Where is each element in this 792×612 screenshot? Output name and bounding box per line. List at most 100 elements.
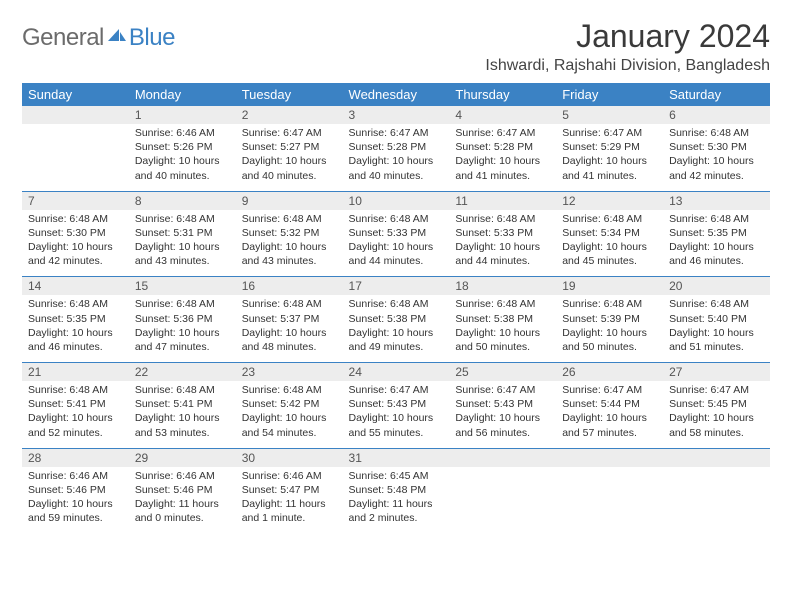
daylight-text: Daylight: 10 hours and 47 minutes. [135, 326, 230, 354]
day-number-cell: 3 [343, 106, 450, 124]
sunrise-text: Sunrise: 6:47 AM [455, 383, 550, 397]
sunrise-text: Sunrise: 6:47 AM [349, 383, 444, 397]
sunrise-text: Sunrise: 6:48 AM [135, 212, 230, 226]
day-info-cell: Sunrise: 6:48 AMSunset: 5:36 PMDaylight:… [129, 295, 236, 362]
daylight-text: Daylight: 10 hours and 55 minutes. [349, 411, 444, 439]
sunset-text: Sunset: 5:30 PM [28, 226, 123, 240]
day-info-cell: Sunrise: 6:48 AMSunset: 5:31 PMDaylight:… [129, 210, 236, 277]
sunset-text: Sunset: 5:34 PM [562, 226, 657, 240]
day-info-cell: Sunrise: 6:48 AMSunset: 5:41 PMDaylight:… [129, 381, 236, 448]
sunrise-text: Sunrise: 6:48 AM [349, 212, 444, 226]
sunset-text: Sunset: 5:38 PM [349, 312, 444, 326]
daylight-text: Daylight: 10 hours and 44 minutes. [349, 240, 444, 268]
sunset-text: Sunset: 5:46 PM [28, 483, 123, 497]
sunset-text: Sunset: 5:38 PM [455, 312, 550, 326]
day-number-cell: 8 [129, 191, 236, 210]
day-number-row: 123456 [22, 106, 770, 124]
day-header: Tuesday [236, 83, 343, 106]
month-title: January 2024 [485, 18, 770, 55]
daylight-text: Daylight: 10 hours and 46 minutes. [28, 326, 123, 354]
sunset-text: Sunset: 5:35 PM [28, 312, 123, 326]
day-info-cell: Sunrise: 6:47 AMSunset: 5:28 PMDaylight:… [449, 124, 556, 191]
daylight-text: Daylight: 10 hours and 51 minutes. [669, 326, 764, 354]
day-info-cell: Sunrise: 6:46 AMSunset: 5:26 PMDaylight:… [129, 124, 236, 191]
day-info-cell: Sunrise: 6:48 AMSunset: 5:39 PMDaylight:… [556, 295, 663, 362]
day-info-cell [663, 467, 770, 534]
day-number-cell: 7 [22, 191, 129, 210]
daylight-text: Daylight: 10 hours and 43 minutes. [135, 240, 230, 268]
day-info-cell [556, 467, 663, 534]
day-number-cell: 30 [236, 448, 343, 467]
day-info-cell: Sunrise: 6:48 AMSunset: 5:37 PMDaylight:… [236, 295, 343, 362]
sunset-text: Sunset: 5:29 PM [562, 140, 657, 154]
sunset-text: Sunset: 5:32 PM [242, 226, 337, 240]
day-number-row: 14151617181920 [22, 277, 770, 296]
sunrise-text: Sunrise: 6:48 AM [455, 297, 550, 311]
daylight-text: Daylight: 10 hours and 43 minutes. [242, 240, 337, 268]
day-number-cell: 26 [556, 363, 663, 382]
day-number-cell: 25 [449, 363, 556, 382]
day-number-cell [449, 448, 556, 467]
day-number-cell: 6 [663, 106, 770, 124]
day-number-cell: 23 [236, 363, 343, 382]
day-number-cell: 15 [129, 277, 236, 296]
day-info-cell: Sunrise: 6:48 AMSunset: 5:42 PMDaylight:… [236, 381, 343, 448]
sunrise-text: Sunrise: 6:47 AM [562, 126, 657, 140]
day-info-cell: Sunrise: 6:48 AMSunset: 5:41 PMDaylight:… [22, 381, 129, 448]
logo-text-blue: Blue [129, 24, 175, 52]
day-number-cell: 9 [236, 191, 343, 210]
sunrise-text: Sunrise: 6:48 AM [455, 212, 550, 226]
sunset-text: Sunset: 5:30 PM [669, 140, 764, 154]
daylight-text: Daylight: 10 hours and 52 minutes. [28, 411, 123, 439]
daylight-text: Daylight: 10 hours and 59 minutes. [28, 497, 123, 525]
sunrise-text: Sunrise: 6:48 AM [242, 383, 337, 397]
day-info-cell: Sunrise: 6:46 AMSunset: 5:47 PMDaylight:… [236, 467, 343, 534]
day-number-cell: 11 [449, 191, 556, 210]
day-number-cell: 21 [22, 363, 129, 382]
sunrise-text: Sunrise: 6:48 AM [669, 126, 764, 140]
daylight-text: Daylight: 10 hours and 56 minutes. [455, 411, 550, 439]
day-number-row: 78910111213 [22, 191, 770, 210]
day-info-cell: Sunrise: 6:47 AMSunset: 5:28 PMDaylight:… [343, 124, 450, 191]
sunset-text: Sunset: 5:45 PM [669, 397, 764, 411]
day-info-row: Sunrise: 6:46 AMSunset: 5:26 PMDaylight:… [22, 124, 770, 191]
daylight-text: Daylight: 10 hours and 41 minutes. [455, 154, 550, 182]
day-info-cell: Sunrise: 6:48 AMSunset: 5:38 PMDaylight:… [343, 295, 450, 362]
day-header: Thursday [449, 83, 556, 106]
day-header: Saturday [663, 83, 770, 106]
sunset-text: Sunset: 5:28 PM [349, 140, 444, 154]
sunset-text: Sunset: 5:35 PM [669, 226, 764, 240]
sunrise-text: Sunrise: 6:48 AM [349, 297, 444, 311]
day-info-cell: Sunrise: 6:45 AMSunset: 5:48 PMDaylight:… [343, 467, 450, 534]
sunset-text: Sunset: 5:44 PM [562, 397, 657, 411]
day-info-row: Sunrise: 6:48 AMSunset: 5:41 PMDaylight:… [22, 381, 770, 448]
day-info-row: Sunrise: 6:46 AMSunset: 5:46 PMDaylight:… [22, 467, 770, 534]
sunset-text: Sunset: 5:33 PM [349, 226, 444, 240]
day-info-cell: Sunrise: 6:48 AMSunset: 5:40 PMDaylight:… [663, 295, 770, 362]
day-number-cell: 20 [663, 277, 770, 296]
sunrise-text: Sunrise: 6:48 AM [28, 297, 123, 311]
logo-sail-icon [107, 28, 127, 42]
daylight-text: Daylight: 10 hours and 46 minutes. [669, 240, 764, 268]
sunset-text: Sunset: 5:31 PM [135, 226, 230, 240]
sunset-text: Sunset: 5:46 PM [135, 483, 230, 497]
sunrise-text: Sunrise: 6:48 AM [562, 212, 657, 226]
sunrise-text: Sunrise: 6:48 AM [669, 212, 764, 226]
sunrise-text: Sunrise: 6:48 AM [28, 212, 123, 226]
day-info-cell: Sunrise: 6:48 AMSunset: 5:30 PMDaylight:… [22, 210, 129, 277]
day-number-cell: 14 [22, 277, 129, 296]
day-number-cell: 4 [449, 106, 556, 124]
day-info-row: Sunrise: 6:48 AMSunset: 5:35 PMDaylight:… [22, 295, 770, 362]
sunset-text: Sunset: 5:28 PM [455, 140, 550, 154]
day-info-cell: Sunrise: 6:48 AMSunset: 5:38 PMDaylight:… [449, 295, 556, 362]
day-info-cell [449, 467, 556, 534]
day-number-cell: 17 [343, 277, 450, 296]
day-info-cell: Sunrise: 6:47 AMSunset: 5:27 PMDaylight:… [236, 124, 343, 191]
day-number-cell: 22 [129, 363, 236, 382]
day-number-cell: 28 [22, 448, 129, 467]
day-number-cell [556, 448, 663, 467]
sunrise-text: Sunrise: 6:48 AM [562, 297, 657, 311]
sunset-text: Sunset: 5:43 PM [349, 397, 444, 411]
daylight-text: Daylight: 11 hours and 1 minute. [242, 497, 337, 525]
sunrise-text: Sunrise: 6:48 AM [135, 297, 230, 311]
